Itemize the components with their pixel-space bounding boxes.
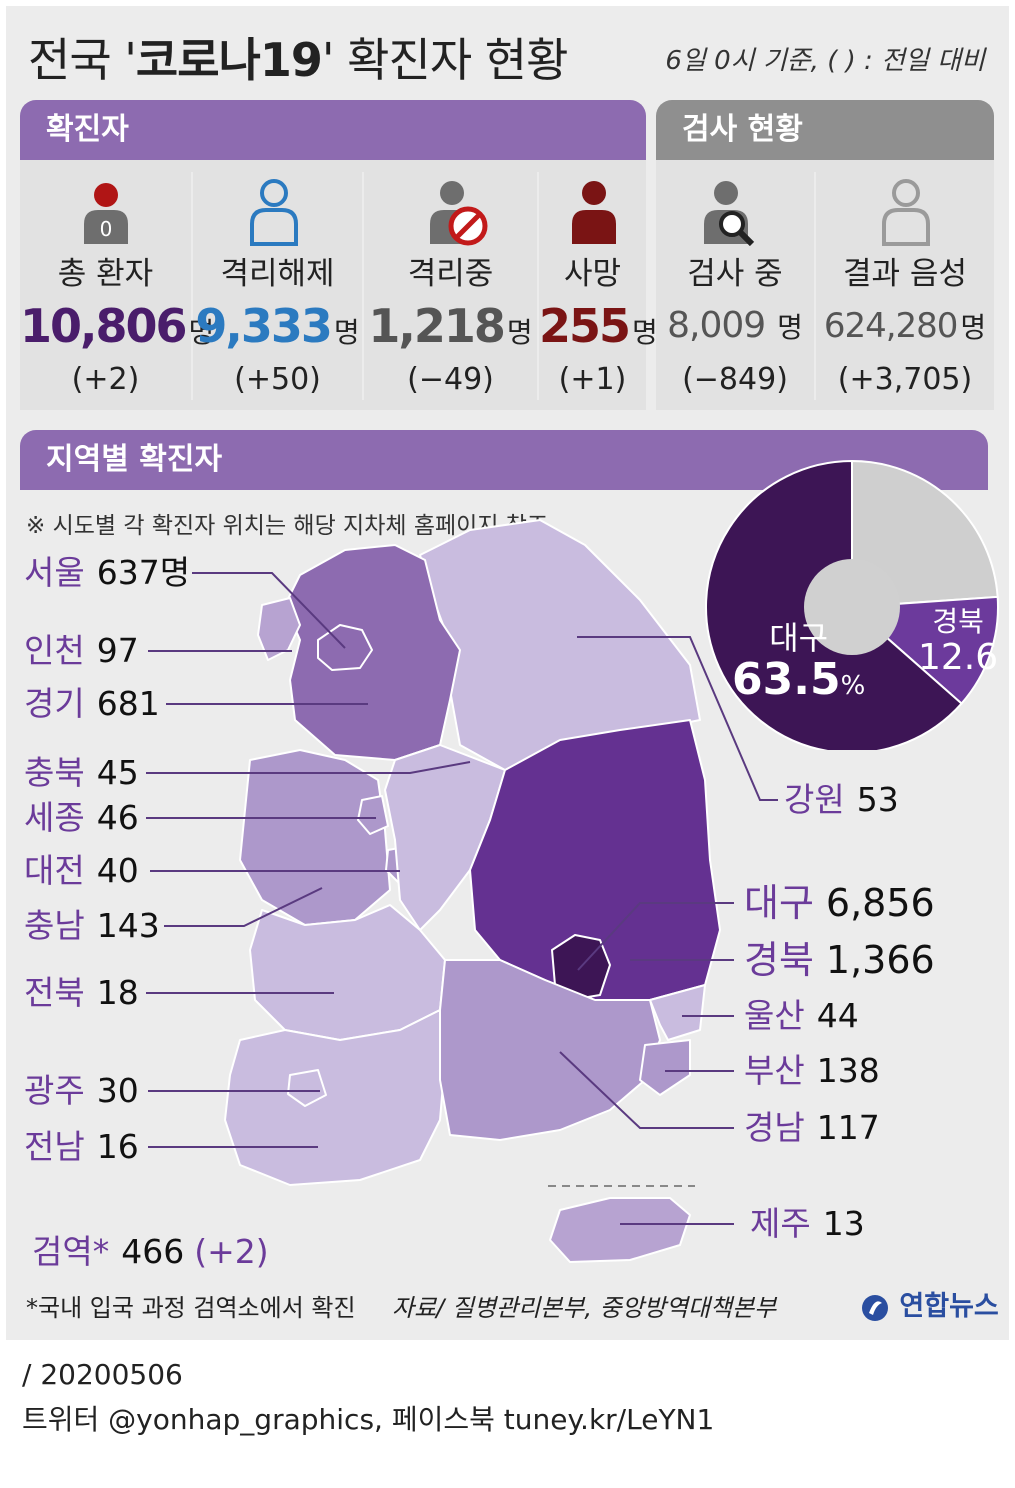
stat-change: (+2) [71,362,140,397]
divider [191,172,193,400]
stat-change: (−49) [407,362,494,397]
pie-label-daegu: 대구 63.5% [732,620,865,710]
pie-label-daegu-value: 63.5% [732,654,866,705]
date-line: / 20200506 [22,1358,183,1391]
stat-value: 624,280 명 [823,306,987,346]
map-region-jeju [549,1197,691,1263]
pie-label-gyeongbuk-name: 경북 [932,605,984,638]
stat-isolated: 격리중 1,218 명 (−49) [364,252,537,404]
map-region-sejong [357,795,389,835]
person-prohibited-icon [430,181,488,246]
korea-map [146,519,778,1263]
stat-value: 10,806 명 [20,299,215,353]
region-label-gangwon: 강원 53 [784,780,899,819]
stat-deaths: 사망 255 명 (+1) [539,252,658,404]
region-label-ulsan: 울산 44 [744,996,859,1035]
leader-line-gyeongnam [559,1051,734,1129]
pie-hole [804,559,900,655]
person-badge-icon: 0 [84,183,128,244]
map-region-jeonbuk [249,904,446,1041]
yonhap-logo-icon [862,1294,888,1321]
confirmed-box [20,160,646,410]
stat-change: (+50) [234,362,321,397]
pie-label-gyeongbuk: 경북 12.6 [918,606,998,678]
map-region-jeonnam [224,1009,446,1186]
stat-change: (+3,705) [837,362,973,397]
region-label-gyeongnam: 경남 117 [744,1108,880,1147]
pie-slice-other [851,459,999,609]
stat-label: 검사 중 [687,256,783,292]
region-label-jeonbuk: 전북 18 [24,973,139,1012]
stat-value: 1,218 명 [368,299,533,353]
footnote: *국내 입국 과정 검역소에서 확진 [26,1294,356,1322]
region-label-jeju: 제주 13 [750,1204,865,1243]
region-label-gyeonggi: 경기 681 [24,684,160,723]
region-label-quarantine: 검역* 466 (+2) [32,1232,269,1271]
yonhap-logo: 연합뉴스 [860,1284,999,1323]
leader-line-chungnam [164,887,323,927]
region-label-incheon: 인천 97 [24,631,139,670]
divider [814,172,816,400]
leader-line-gangwon [577,636,778,801]
map-region-busan [639,1039,691,1096]
stat-change: (+1) [558,362,627,397]
map-region-chungbuk [384,744,506,931]
pie-chart [705,459,999,750]
stat-label: 총 환자 [57,256,154,292]
region-label-busan: 부산 138 [744,1051,880,1090]
stat-testing: 검사 중 8,009 명 (−849) [656,252,814,404]
stat-total: 총 환자 10,806 명 (+2) [20,252,215,404]
leader-line-chungbuk [146,761,471,774]
leader-line-daegu [577,902,734,971]
stat-label: 격리중 [407,256,494,292]
pie-label-gyeongbuk-value: 12.6 [918,637,999,678]
stat-negative: 결과 음성 624,280 명 (+3,705) [816,252,994,404]
stat-change: (−849) [682,362,788,397]
map-region-chungnam [239,749,391,926]
confirmed-header: 확진자 [20,100,646,160]
stat-label: 결과 음성 [843,256,967,292]
basis-note: 6일 0시 기준, ( ) : 전일 대비 [665,46,985,76]
stat-value: 255 명 [539,299,658,353]
region-label-sejong: 세종 46 [24,798,139,837]
stat-label: 사망 [563,256,622,292]
region-label-jeonnam: 전남 16 [24,1127,139,1166]
person-outline-icon [250,179,298,246]
region-label-chungnam: 충남 143 [24,906,160,945]
testing-box [656,160,994,410]
divider [362,172,364,400]
pie-label-daegu-name: 대구 [769,619,829,657]
stat-label: 격리해제 [220,256,335,292]
testing-header: 검사 현황 [656,100,994,160]
region-label-seoul: 서울 637명 [24,553,191,592]
region-label-daegu: 대구 6,856 [744,881,935,925]
source-note: 자료/ 질병관리본부, 중앙방역대책본부 [392,1294,777,1322]
region-label-gwangju: 광주 30 [24,1071,139,1110]
region-label-chungbuk: 충북 45 [24,753,139,792]
page-title: 전국 '코로나19' 확진자 현황 [28,33,568,87]
stat-value: 9,333 명 [195,299,360,353]
region-label-daejeon: 대전 40 [24,851,139,890]
svg-text:0: 0 [100,217,113,241]
person-magnifier-icon [704,181,755,246]
stat-released: 격리해제 9,333 명 (+50) [193,252,362,404]
leader-line-seoul [192,572,346,649]
region-label-gyeongbuk: 경북 1,366 [744,938,935,982]
divider [537,172,539,400]
person-solid-icon [572,181,616,244]
map-region-ulsan [649,984,706,1041]
person-outline-gray-icon [882,179,930,246]
stat-value: 8,009 명 [667,305,803,346]
social-line: 트위터 @yonhap_graphics, 페이스북 tuney.kr/LeYN… [22,1403,715,1436]
